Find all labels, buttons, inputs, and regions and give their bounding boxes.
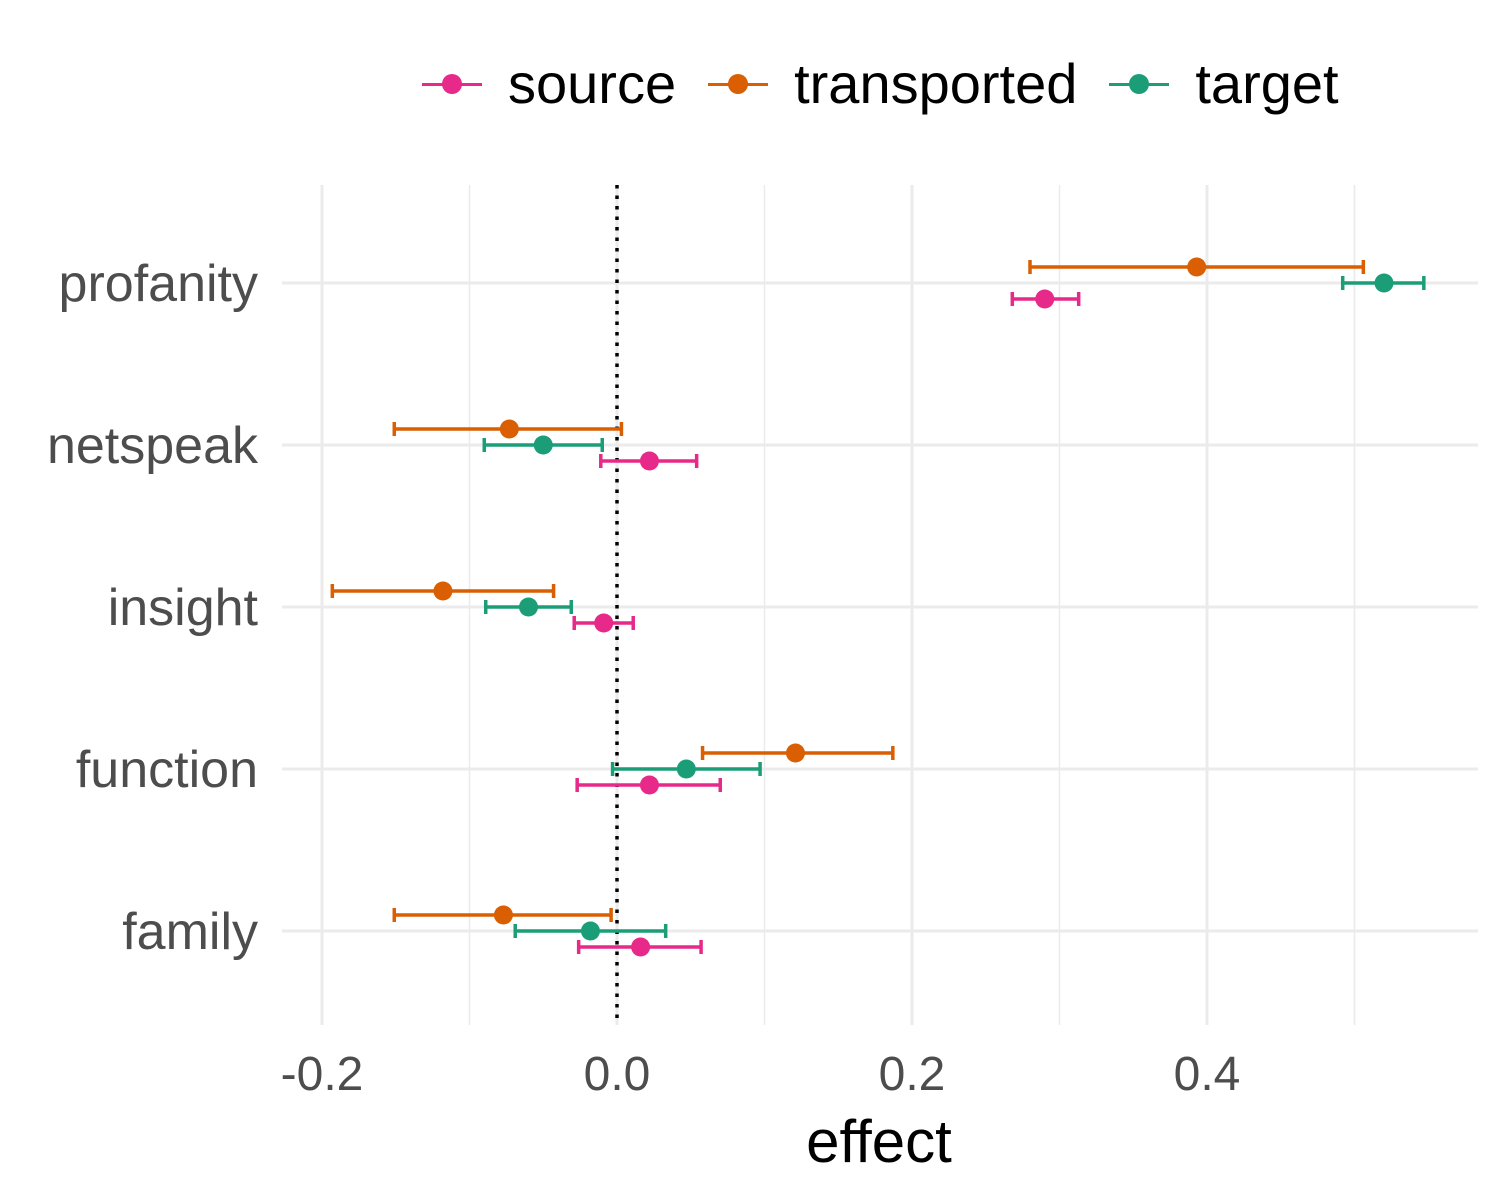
data-point: [580, 921, 600, 941]
label-layer: -0.2 0.0 0.2 0.4 profanity netspeak insight fun…: [47, 255, 1240, 1101]
data-point: [519, 597, 538, 617]
data-point: [1374, 273, 1394, 293]
data-point: [493, 905, 513, 925]
data-point: [631, 937, 651, 957]
legend-key-transported: [706, 74, 770, 94]
y-category-label: insight: [108, 579, 259, 637]
data-point: [1035, 289, 1055, 309]
y-category-label: family: [122, 903, 258, 961]
data-point: [499, 419, 519, 439]
legend-key-source: [420, 74, 484, 94]
x-tick-label: 0.4: [1174, 1048, 1241, 1101]
legend-key-target: [1107, 74, 1171, 94]
x-tick-label: -0.2: [281, 1048, 364, 1101]
x-tick-label: 0.0: [584, 1048, 651, 1101]
legend-label-transported: transported: [794, 52, 1078, 115]
chart-legend: source transported target: [420, 52, 1369, 116]
x-tick-label: 0.2: [879, 1048, 946, 1101]
data-point: [1187, 257, 1207, 277]
data-point: [594, 613, 614, 633]
y-category-label: function: [76, 741, 258, 799]
grid-layer: [282, 185, 1478, 1025]
legend-label-source: source: [508, 52, 677, 115]
legend-item-source: source: [420, 52, 676, 116]
x-axis-title: effect: [806, 1108, 952, 1175]
legend-item-transported: transported: [706, 52, 1077, 116]
y-category-label: netspeak: [47, 417, 259, 475]
point-layer: [433, 257, 1394, 957]
data-point: [785, 743, 805, 763]
data-point: [433, 581, 453, 601]
data-point: [676, 759, 696, 779]
data-point: [533, 435, 553, 455]
y-category-label: profanity: [59, 255, 258, 313]
data-point: [639, 775, 659, 795]
data-point: [639, 451, 659, 471]
legend-label-target: target: [1195, 52, 1339, 115]
legend-item-target: target: [1107, 52, 1339, 116]
